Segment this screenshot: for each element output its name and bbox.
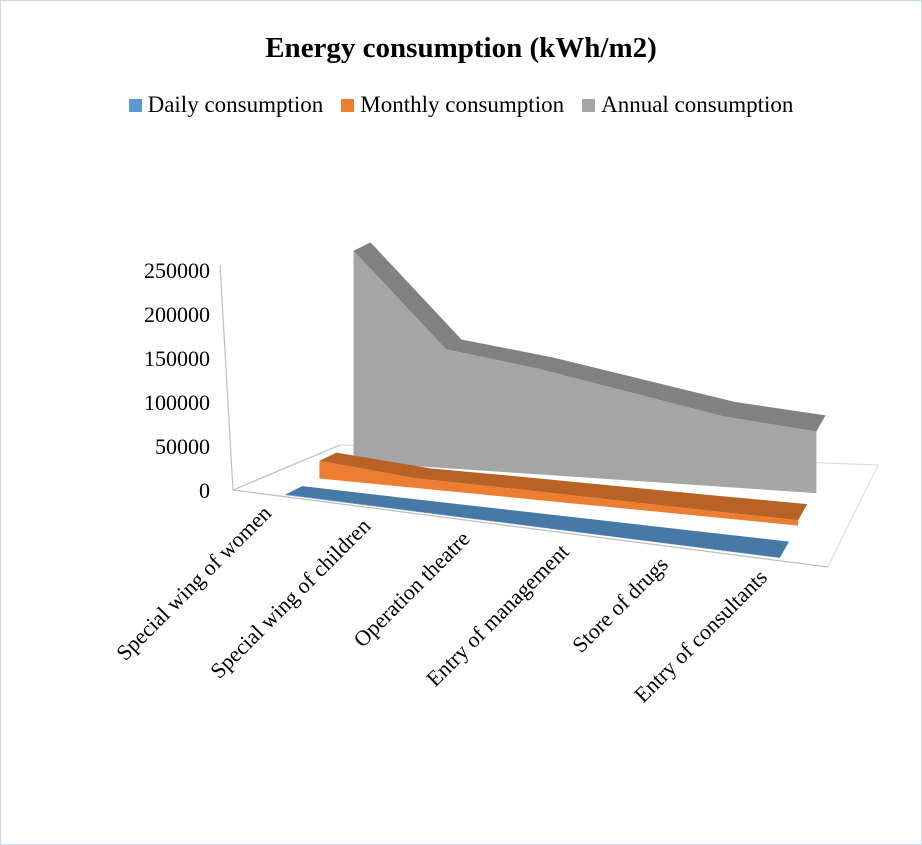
y-axis-line	[219, 264, 234, 491]
y-tick-label: 50000	[155, 434, 210, 459]
legend-swatch-annual	[582, 98, 596, 112]
series-top-0	[285, 486, 790, 558]
series-face-0	[285, 494, 780, 558]
y-tick-label: 150000	[144, 346, 210, 371]
legend-item-annual: Annual consumption	[582, 92, 793, 118]
legend-item-monthly: Monthly consumption	[341, 92, 564, 118]
legend-label-monthly: Monthly consumption	[360, 92, 565, 117]
x-tick-label: Operation theatre	[348, 526, 474, 652]
y-tick-label: 0	[199, 478, 210, 503]
legend-item-daily: Daily consumption	[128, 92, 324, 118]
y-tick-label: 200000	[144, 302, 210, 327]
legend-label-daily: Daily consumption	[147, 92, 324, 117]
legend-swatch-monthly	[341, 98, 355, 112]
floor-front-edge	[232, 489, 829, 568]
legend-swatch-daily	[128, 98, 142, 112]
y-tick-label: 250000	[144, 258, 210, 283]
legend-label-annual: Annual consumption	[601, 92, 794, 117]
x-tick-label: Store of drugs	[567, 552, 673, 658]
series-face-2	[353, 250, 817, 494]
series-face-1	[319, 460, 799, 526]
series-top-2	[353, 242, 826, 432]
chart-title: Energy consumption (kWh/m2)	[265, 32, 657, 64]
series-top-1	[319, 452, 808, 521]
floor-left-edge	[232, 444, 341, 491]
y-tick-label: 100000	[144, 390, 210, 415]
legend: Daily consumption Monthly consumption An…	[0, 92, 922, 118]
